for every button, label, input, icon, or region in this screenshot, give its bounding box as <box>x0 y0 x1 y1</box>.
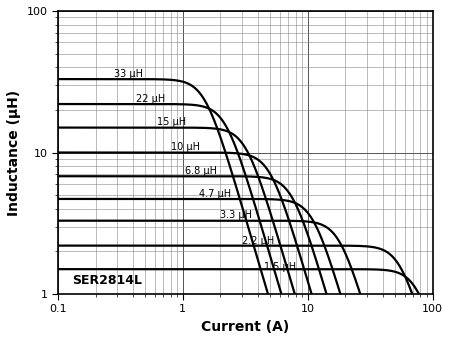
Text: 1.5 μH: 1.5 μH <box>264 262 297 272</box>
Text: 4.7 μH: 4.7 μH <box>199 189 231 199</box>
X-axis label: Current (A): Current (A) <box>201 320 289 334</box>
Text: 33 μH: 33 μH <box>114 69 143 79</box>
Text: 3.3 μH: 3.3 μH <box>220 210 252 220</box>
Y-axis label: Inductance (μH): Inductance (μH) <box>7 89 21 216</box>
Text: 15 μH: 15 μH <box>157 118 186 128</box>
Text: 10 μH: 10 μH <box>171 142 200 152</box>
Text: 22 μH: 22 μH <box>136 94 165 104</box>
Text: 2.2 μH: 2.2 μH <box>243 236 274 246</box>
Text: SER2814L: SER2814L <box>72 274 142 287</box>
Text: 6.8 μH: 6.8 μH <box>185 166 217 176</box>
